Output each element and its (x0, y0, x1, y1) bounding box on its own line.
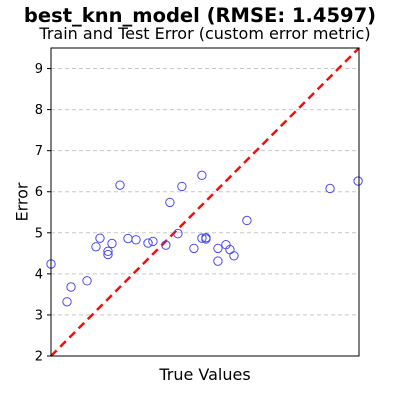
y-tick-label: 6 (35, 185, 43, 200)
data-point (95, 233, 105, 243)
y-tick-label: 2 (35, 350, 43, 365)
data-point (62, 297, 72, 307)
y-tick-label: 8 (35, 103, 43, 118)
y-tick-label: 3 (35, 308, 43, 323)
data-point (242, 215, 252, 226)
y-axis-label: Error (13, 182, 32, 221)
x-axis-label: True Values (158, 365, 250, 384)
grid-layer (51, 68, 359, 316)
chart-subtitle: Train and Test Error (custom error metri… (39, 24, 371, 43)
points-layer (46, 170, 363, 307)
axes-frame (50, 47, 360, 357)
data-point (353, 176, 363, 186)
y-axis: 2 3 4 5 6 7 8 9 (35, 62, 51, 365)
y-tick-label: 5 (35, 226, 43, 241)
data-point (325, 183, 335, 194)
y-tick-label: 4 (35, 267, 43, 282)
data-point (189, 243, 199, 254)
data-point (107, 238, 117, 249)
data-point (197, 170, 207, 181)
data-point (103, 246, 113, 256)
data-point (173, 228, 183, 239)
data-point (201, 233, 211, 243)
data-point (197, 233, 207, 243)
data-point (103, 249, 113, 260)
data-point (66, 282, 76, 292)
data-point (229, 251, 239, 261)
chart-title: best_knn_model (RMSE: 1.4597) (23, 4, 377, 27)
data-point (161, 240, 171, 250)
y-tick-label: 7 (35, 144, 43, 159)
data-point (143, 238, 153, 248)
reference-line (50, 47, 360, 357)
data-point (148, 236, 158, 247)
data-point (115, 180, 125, 190)
data-point (213, 243, 223, 254)
data-point (213, 256, 223, 266)
data-point (131, 235, 141, 245)
data-point (165, 197, 175, 208)
data-point (123, 233, 133, 244)
data-point (177, 181, 187, 192)
data-point (82, 276, 92, 286)
reference-line-layer (50, 47, 360, 357)
data-point (91, 242, 101, 252)
y-tick-label: 9 (35, 62, 43, 77)
